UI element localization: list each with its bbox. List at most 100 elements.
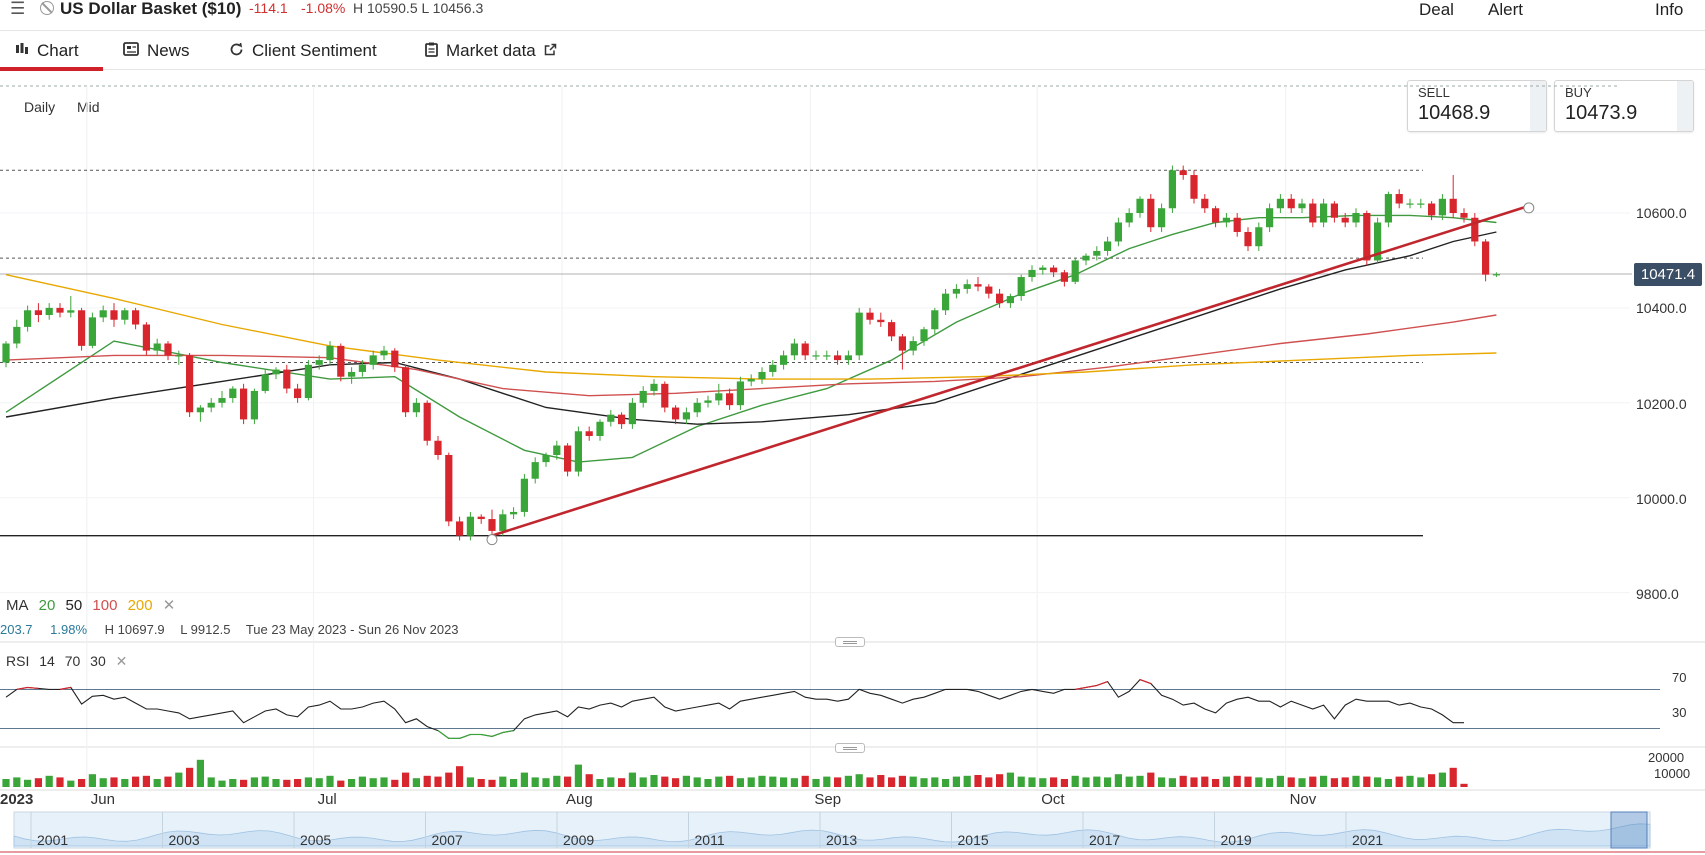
candle (1201, 198, 1209, 209)
ma-20[interactable]: 20 (38, 597, 56, 614)
candle (747, 379, 755, 382)
candle (369, 355, 377, 365)
volume-bar (682, 775, 690, 787)
volume-bar (326, 775, 334, 787)
candle (758, 371, 766, 380)
tab-market-data[interactable]: Market data (425, 38, 557, 64)
volume-bar (618, 778, 626, 787)
volume-bar (1428, 774, 1436, 787)
rsi-legend: RSI 14 70 30 ✕ (6, 653, 127, 670)
rsi-lower[interactable]: 30 (90, 653, 106, 669)
candle (99, 310, 107, 318)
candle (1363, 213, 1371, 261)
candle (207, 402, 215, 408)
volume-bar (1406, 775, 1414, 787)
candle (132, 310, 140, 325)
volume-bar (1125, 776, 1133, 787)
candle (1384, 194, 1392, 223)
hamburger-icon[interactable]: ☰ (10, 0, 26, 18)
x-tick-label: Aug (566, 791, 593, 808)
pane-resize-handle[interactable] (835, 637, 865, 647)
navigator-year-label: 2013 (826, 832, 858, 848)
volume-bar (823, 776, 831, 787)
volume-bar (693, 777, 701, 787)
volume-bar (1298, 778, 1306, 787)
candle (1341, 217, 1349, 223)
active-tab-indicator (0, 67, 103, 71)
volume-bar (78, 779, 86, 787)
rsi-period[interactable]: 14 (39, 653, 55, 669)
candle (445, 454, 453, 522)
tab-news[interactable]: News (123, 38, 190, 64)
pane-resize-handle[interactable] (835, 743, 865, 753)
candle (229, 388, 237, 399)
rsi-upper[interactable]: 70 (64, 653, 81, 669)
volume-bar (1244, 776, 1252, 787)
volume-bar (585, 774, 593, 787)
candle (186, 355, 194, 413)
deal-button[interactable]: Deal (1419, 0, 1454, 19)
volume-bar (510, 779, 518, 787)
sell-quote-button[interactable]: SELL 10468.9 (1407, 80, 1547, 132)
volume-bar (99, 778, 107, 787)
candle (790, 343, 798, 356)
range-high: H 10697.9 (104, 622, 165, 637)
last-price-tag: 10471.4 (1634, 263, 1702, 286)
candle (261, 374, 269, 391)
candle (1179, 170, 1187, 176)
y-tick-label: 9800.0 (1636, 586, 1679, 602)
x-tick-label: Jul (317, 791, 337, 808)
volume-tick: 10000 (1654, 766, 1691, 781)
close-icon[interactable]: ✕ (115, 653, 128, 669)
tab-chart[interactable]: Chart (15, 38, 79, 64)
volume-bar (121, 779, 129, 787)
rsi-line (5, 678, 1464, 739)
interval-selector[interactable]: Daily (24, 99, 56, 115)
rsi-overbought (1096, 680, 1108, 687)
volume-bar (412, 778, 420, 787)
volume-bar (207, 777, 215, 787)
candle (1017, 277, 1025, 297)
volume-bar (715, 776, 723, 787)
buy-quote-button[interactable]: BUY 10473.9 (1554, 80, 1694, 132)
candle (304, 364, 312, 399)
volume-bar (801, 775, 809, 787)
volume-bar (67, 780, 75, 787)
info-button[interactable]: Info (1655, 0, 1684, 19)
tab-client-sentiment[interactable]: Client Sentiment (229, 38, 377, 64)
candle (650, 383, 658, 391)
volume-bar (812, 779, 820, 787)
alert-button[interactable]: Alert (1488, 0, 1523, 19)
volume-bar (1006, 772, 1014, 787)
ma-100[interactable]: 100 (92, 597, 118, 614)
volume-bar (175, 772, 183, 787)
candle (423, 402, 431, 441)
volume-bar (747, 777, 755, 787)
candle (1374, 222, 1382, 261)
ma-200[interactable]: 200 (127, 597, 153, 614)
candle (1114, 222, 1122, 242)
ma-50[interactable]: 50 (65, 597, 83, 614)
candle (1104, 241, 1112, 251)
price-type-selector[interactable]: Mid (77, 99, 100, 115)
volume-bar (261, 776, 269, 787)
navigator-year-label: 2011 (694, 832, 725, 848)
candle (1276, 198, 1284, 209)
candle (477, 516, 485, 520)
close-icon[interactable]: ✕ (162, 597, 176, 614)
instrument-header: ☰ US Dollar Basket ($10) -114.1 -1.08% H… (0, 0, 1705, 20)
candle (272, 369, 280, 375)
volume-bar (1309, 776, 1317, 787)
volume-bar (1158, 777, 1166, 787)
candle (682, 412, 690, 420)
rsi-overbought (27, 686, 39, 690)
candle (466, 516, 474, 536)
rsi-oversold (437, 730, 450, 739)
candle (1039, 267, 1047, 270)
volume-bar (34, 778, 42, 787)
candle (877, 319, 885, 323)
candle (996, 293, 1004, 304)
volume-bar (348, 779, 356, 787)
volume-bar (477, 779, 485, 787)
